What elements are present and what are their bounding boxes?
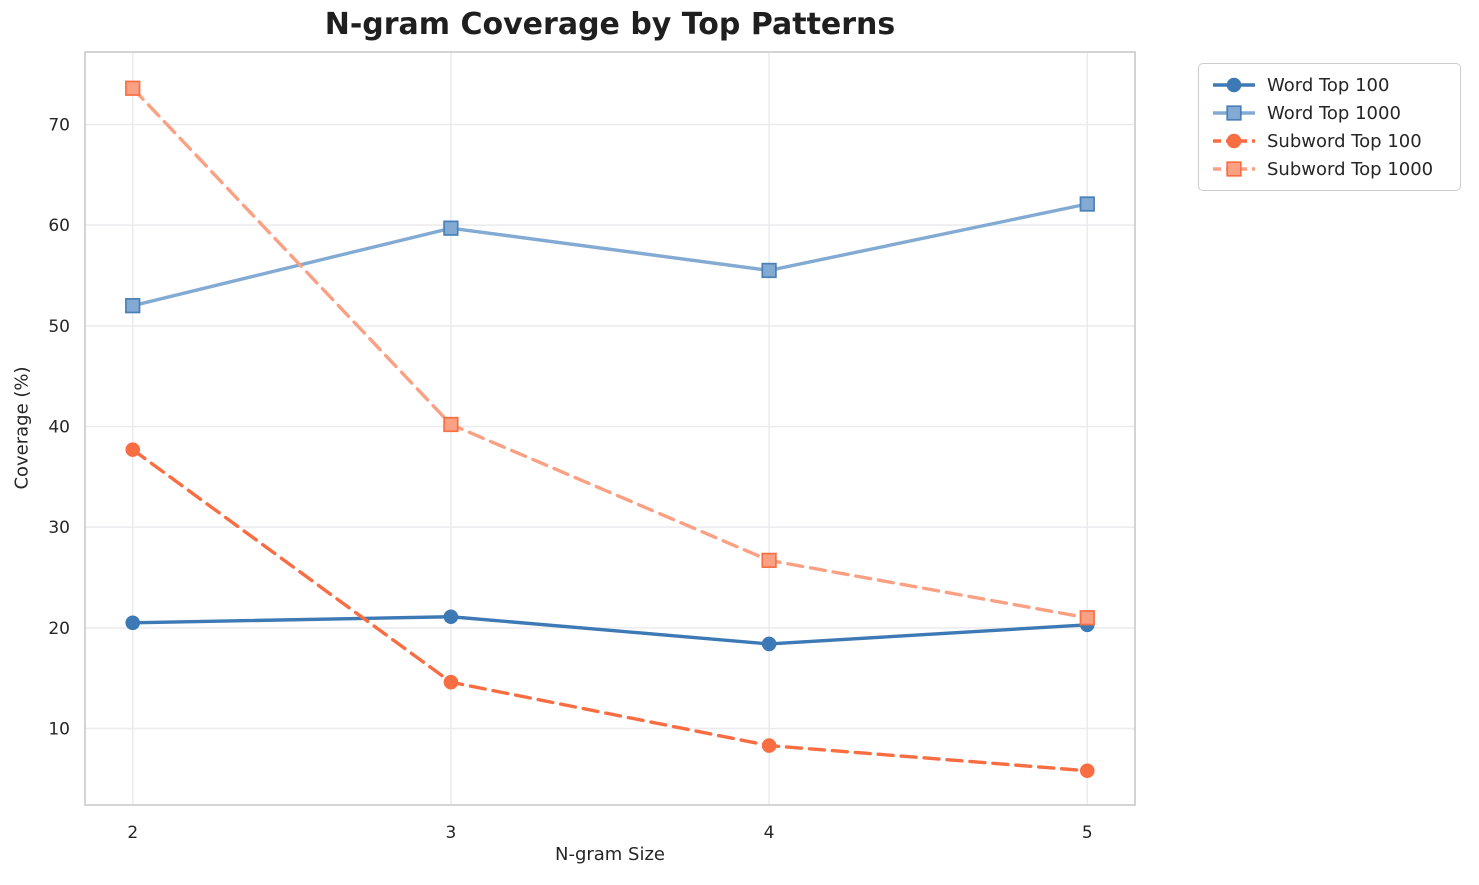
data-point-marker-subword-top-1000 — [1079, 610, 1095, 626]
legend-label: Word Top 1000 — [1267, 102, 1401, 124]
x-axis-label: N-gram Size — [554, 844, 666, 865]
data-point-marker-word-top-100 — [125, 615, 141, 631]
legend: Word Top 100 Word Top 1000 Subword Top 100… — [1198, 63, 1461, 191]
data-point-marker-subword-top-100 — [761, 738, 777, 753]
y-tick-label: 30 — [48, 518, 70, 538]
data-point-marker-word-top-1000 — [443, 220, 459, 236]
legend-entry-word-top-1000: Word Top 1000 — [1211, 99, 1448, 127]
x-tick-label: 4 — [764, 823, 775, 843]
axes-spines — [84, 51, 1136, 806]
data-point-marker-subword-top-100 — [443, 674, 459, 690]
legend-label: Subword Top 1000 — [1267, 158, 1434, 180]
data-point-marker-word-top-100 — [761, 636, 777, 652]
legend-line-sample — [1213, 161, 1255, 177]
chart-title: N-gram Coverage by Top Patterns — [324, 7, 896, 42]
data-point-marker-subword-top-1000 — [761, 552, 777, 569]
series-line-subword-top-100 — [131, 447, 1089, 773]
legend-entry-word-top-100: Word Top 100 — [1211, 71, 1448, 99]
series-line-word-top-100 — [131, 615, 1089, 646]
legend-label: Subword Top 100 — [1267, 130, 1422, 152]
y-tick-label: 60 — [48, 216, 70, 236]
data-point-marker-word-top-1000 — [1079, 196, 1095, 212]
y-tick-label: 50 — [48, 317, 70, 337]
square-marker-icon — [1226, 161, 1242, 177]
y-axis-label: Coverage (%) — [11, 366, 33, 490]
circle-marker-icon — [1226, 77, 1242, 93]
legend-entry-subword-top-100: Subword Top 100 — [1211, 127, 1448, 155]
data-point-marker-subword-top-1000 — [443, 416, 459, 433]
x-tick-label: 5 — [1082, 823, 1093, 843]
y-tick-label: 20 — [48, 619, 70, 639]
series-line-word-top-1000 — [131, 202, 1089, 308]
series-line-subword-top-1000 — [131, 86, 1089, 620]
square-marker-icon — [1226, 105, 1242, 121]
legend-line-sample — [1213, 105, 1255, 121]
y-tick-label: 40 — [48, 417, 70, 437]
data-point-marker-subword-top-1000 — [125, 80, 141, 96]
legend-label: Word Top 100 — [1267, 74, 1390, 96]
legend-line-sample — [1213, 133, 1255, 149]
data-point-marker-subword-top-100 — [125, 442, 141, 457]
data-point-marker-word-top-1000 — [125, 298, 141, 314]
legend-line-sample — [1213, 77, 1255, 93]
data-point-marker-subword-top-100 — [1079, 763, 1095, 779]
data-point-marker-word-top-100 — [443, 609, 459, 625]
data-point-marker-word-top-1000 — [761, 262, 777, 279]
legend-entry-subword-top-1000: Subword Top 1000 — [1211, 155, 1448, 183]
x-tick-label: 3 — [445, 823, 456, 843]
y-tick-label: 70 — [48, 115, 70, 135]
circle-marker-icon — [1226, 133, 1242, 149]
x-tick-label: 2 — [127, 823, 138, 843]
y-tick-label: 10 — [48, 719, 70, 739]
